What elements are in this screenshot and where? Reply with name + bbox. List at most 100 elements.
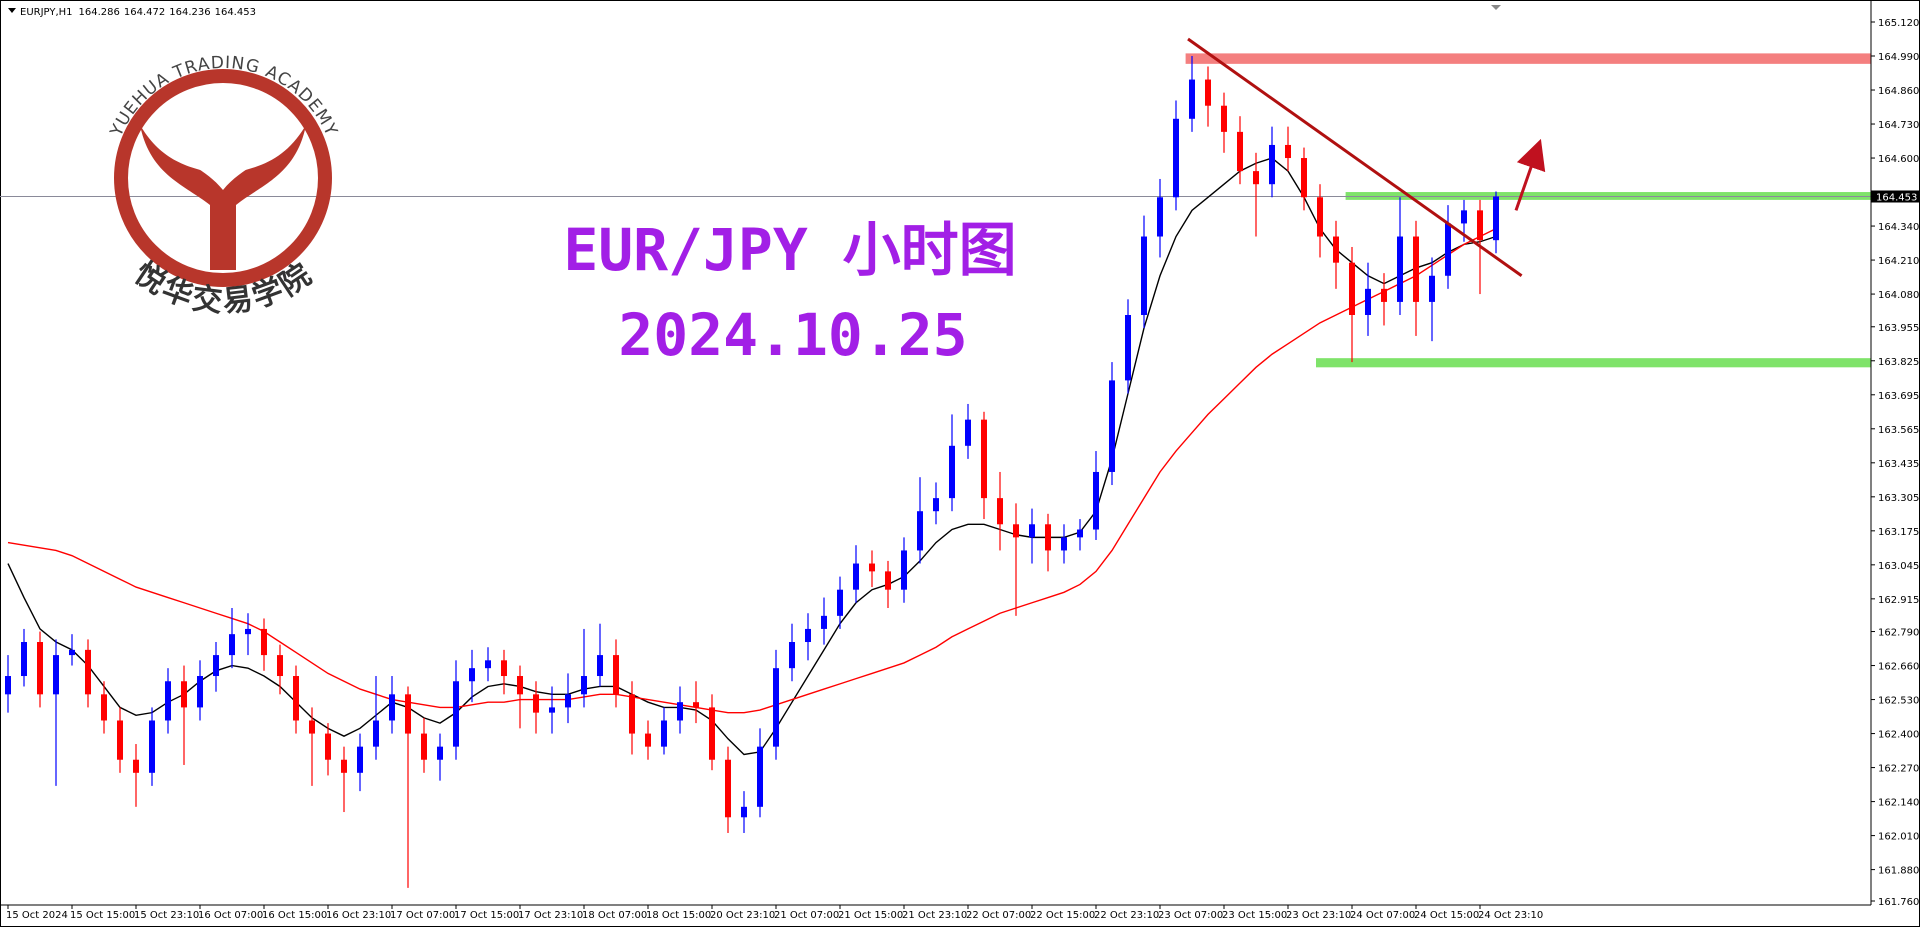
candle-body xyxy=(5,676,11,695)
candle-body xyxy=(1461,210,1467,224)
x-tick-label: 15 Oct 23:10 xyxy=(134,910,199,921)
candle-body xyxy=(1077,529,1083,538)
candle-body xyxy=(133,759,139,773)
candle-body xyxy=(373,720,379,747)
x-tick-label: 15 Oct 15:00 xyxy=(70,910,135,921)
candle-body xyxy=(1301,158,1307,198)
candle-body xyxy=(437,746,443,760)
candle-body xyxy=(693,702,699,708)
candle-body xyxy=(341,759,347,773)
candle-body xyxy=(1365,288,1371,315)
x-tick-label: 16 Oct 23:10 xyxy=(326,910,391,921)
candle-body xyxy=(1237,131,1243,172)
scroll-marker xyxy=(1491,5,1501,10)
candle-body xyxy=(725,759,731,818)
candle-body xyxy=(181,681,187,708)
candle-body xyxy=(901,550,907,590)
header: EURJPY,H1 164.286 164.472 164.236 164.453 xyxy=(20,7,256,18)
candle-body xyxy=(37,642,43,695)
candle-body xyxy=(981,419,987,499)
candle-body xyxy=(1013,524,1019,538)
candle-body xyxy=(69,649,75,656)
y-tick-label: 164.340 xyxy=(1878,222,1919,233)
x-tick-label: 23 Oct 23:10 xyxy=(1286,910,1351,921)
candle-body xyxy=(1381,288,1387,302)
candle-body xyxy=(709,707,715,760)
candle-body xyxy=(613,655,619,695)
x-tick-label: 18 Oct 15:00 xyxy=(646,910,711,921)
candle-body xyxy=(1221,105,1227,132)
candle-body xyxy=(837,589,843,616)
candle-body xyxy=(501,660,507,677)
candle-body xyxy=(581,676,587,695)
y-tick-label: 164.210 xyxy=(1878,256,1919,267)
header-low: 164.236 xyxy=(169,7,210,18)
x-tick-label: 21 Oct 07:00 xyxy=(774,910,839,921)
y-tick-label: 162.790 xyxy=(1878,628,1919,639)
candle-body xyxy=(1333,236,1339,263)
candle-body xyxy=(261,628,267,656)
candle-body xyxy=(533,694,539,713)
candle-body xyxy=(293,676,299,721)
candle-body xyxy=(757,746,763,807)
candle-body xyxy=(165,681,171,721)
candle-body xyxy=(549,707,555,713)
header-high: 164.472 xyxy=(124,7,165,18)
y-tick-label: 164.990 xyxy=(1878,52,1919,63)
candle-body xyxy=(853,563,859,590)
candle-body xyxy=(1413,236,1419,302)
moving-average xyxy=(7,157,1497,756)
x-tick-label: 23 Oct 15:00 xyxy=(1222,910,1287,921)
y-tick-label: 165.120 xyxy=(1878,18,1919,29)
x-tick-label: 16 Oct 15:00 xyxy=(262,910,327,921)
y-tick-label: 163.045 xyxy=(1878,561,1919,572)
candle-body xyxy=(1045,524,1051,551)
candle-body xyxy=(1061,537,1067,551)
candle-body xyxy=(917,511,923,551)
candle-body xyxy=(997,498,1003,525)
x-tick-label: 24 Oct 15:00 xyxy=(1414,910,1479,921)
candle-body xyxy=(773,668,779,747)
y-tick-label: 163.565 xyxy=(1878,425,1919,436)
candle-body xyxy=(405,694,411,734)
header-symbol: EURJPY,H1 xyxy=(20,7,73,18)
header-menu-icon[interactable] xyxy=(8,8,16,13)
candle-body xyxy=(229,634,235,656)
candle-body xyxy=(1125,315,1131,381)
candle-body xyxy=(453,681,459,747)
y-tick-label: 164.600 xyxy=(1878,154,1919,165)
y-tick-label: 162.530 xyxy=(1878,696,1919,707)
y-tick-label: 164.080 xyxy=(1878,290,1919,301)
candle-body xyxy=(1493,196,1499,241)
header-close: 164.453 xyxy=(215,7,256,18)
x-tick-label: 22 Oct 23:10 xyxy=(1094,910,1159,921)
level-zone xyxy=(1185,53,1871,64)
candle-body xyxy=(629,694,635,734)
candle-body xyxy=(325,733,331,760)
candle-body xyxy=(245,628,251,635)
candle-body xyxy=(485,660,491,669)
x-tick-label: 21 Oct 23:10 xyxy=(902,910,967,921)
candle-body xyxy=(1141,236,1147,315)
candle-body xyxy=(741,806,747,818)
x-tick-label: 21 Oct 15:00 xyxy=(838,910,903,921)
candle-body xyxy=(53,655,59,695)
candle-body xyxy=(1269,144,1275,185)
y-tick-label: 163.435 xyxy=(1878,459,1919,470)
current-price-box xyxy=(1871,190,1919,203)
level-zone xyxy=(1316,358,1871,368)
candle-body xyxy=(965,419,971,446)
candle-body xyxy=(1397,236,1403,302)
x-tick-label: 22 Oct 07:00 xyxy=(966,910,1031,921)
x-tick-label: 23 Oct 07:00 xyxy=(1158,910,1223,921)
y-tick-label: 164.730 xyxy=(1878,120,1919,131)
y-tick-label: 163.955 xyxy=(1878,323,1919,334)
candle-body xyxy=(85,649,91,695)
candle-body xyxy=(1285,144,1291,159)
y-tick-label: 162.010 xyxy=(1878,832,1919,843)
candle-body xyxy=(1157,197,1163,237)
candle-body xyxy=(421,733,427,760)
candle-body xyxy=(1317,197,1323,237)
